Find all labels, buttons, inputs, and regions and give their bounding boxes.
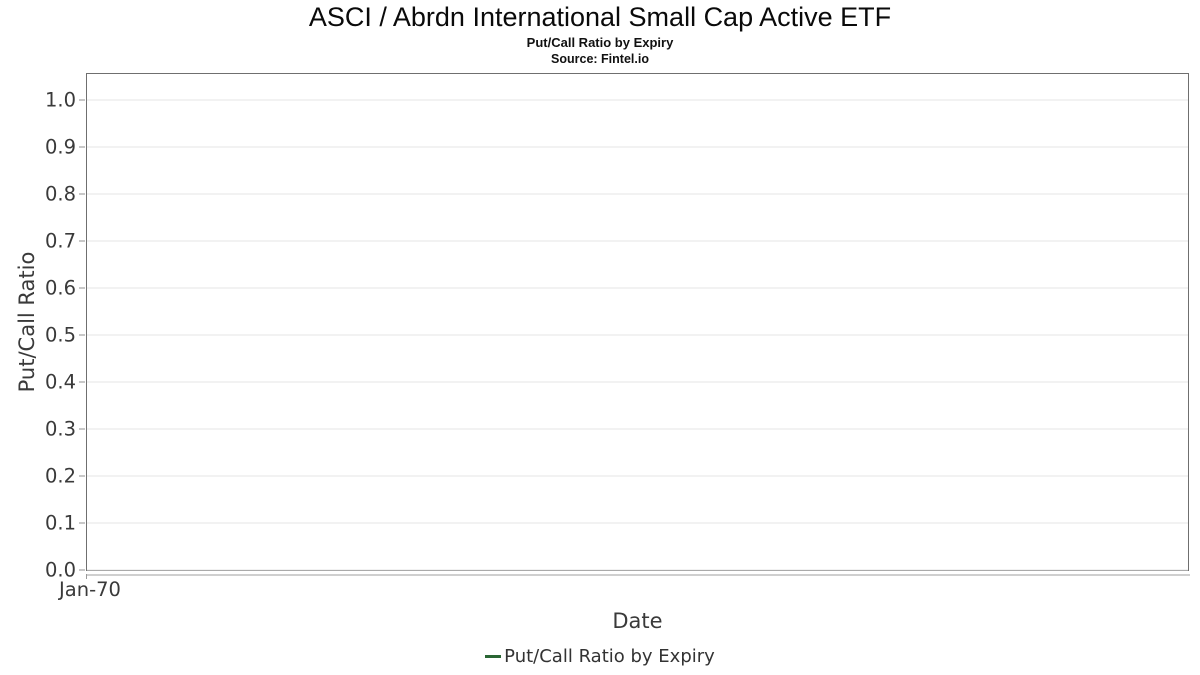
y-tick-label: 0.4 — [44, 370, 76, 394]
y-tick-label: 0.9 — [44, 135, 76, 159]
y-gridline — [87, 287, 1188, 289]
legend-label: Put/Call Ratio by Expiry — [504, 646, 715, 667]
y-tick-label: 0.1 — [44, 511, 76, 535]
y-gridline — [87, 522, 1188, 524]
x-tick-label: Jan-70 — [59, 578, 121, 601]
y-gridline — [87, 381, 1188, 383]
y-gridline — [87, 475, 1188, 477]
legend-line-marker-icon — [485, 655, 502, 659]
chart-source-label: Source: Fintel.io — [551, 52, 649, 66]
legend-item[interactable]: Put/Call Ratio by Expiry — [485, 646, 715, 668]
y-tick-mark — [79, 240, 85, 242]
y-tick-label: 0.6 — [44, 276, 76, 300]
x-axis-title: Date — [612, 609, 663, 633]
y-tick-mark — [79, 569, 85, 571]
y-tick-mark — [79, 428, 85, 430]
x-axis-line — [86, 574, 1190, 576]
y-tick-mark — [79, 99, 85, 101]
y-tick-label: 0.2 — [44, 464, 76, 488]
y-tick-mark — [79, 287, 85, 289]
y-tick-mark — [79, 475, 85, 477]
y-tick-label: 0.7 — [44, 229, 76, 253]
y-gridline — [87, 193, 1188, 195]
chart-subtitle: Put/Call Ratio by Expiry — [526, 35, 674, 50]
y-tick-mark — [79, 522, 85, 524]
y-gridline — [87, 334, 1188, 336]
plot-area: Jan-70 1.0 0.9 0.8 0.7 0.6 0.5 0.4 0.3 0.2 0.1 0.0 — [45, 73, 1190, 600]
legend: Put/Call Ratio by Expiry — [0, 646, 1200, 668]
chart-title: ASCI / Abrdn International Small Cap Act… — [308, 2, 892, 32]
y-gridline — [87, 569, 1188, 571]
y-gridline — [87, 240, 1188, 242]
y-gridline — [87, 99, 1188, 101]
y-tick-label: 0.3 — [44, 417, 76, 441]
y-tick-label: 1.0 — [44, 88, 76, 112]
y-axis-title: Put/Call Ratio — [15, 251, 39, 393]
y-gridline — [87, 146, 1188, 148]
y-tick-label: 0.0 — [44, 558, 76, 582]
y-tick-mark — [79, 193, 85, 195]
y-tick-mark — [79, 334, 85, 336]
y-tick-label: 0.8 — [44, 182, 76, 206]
y-gridline — [87, 428, 1188, 430]
y-tick-mark — [79, 146, 85, 148]
y-tick-mark — [79, 381, 85, 383]
y-tick-label: 0.5 — [44, 323, 76, 347]
x-tick-mark — [86, 574, 87, 579]
